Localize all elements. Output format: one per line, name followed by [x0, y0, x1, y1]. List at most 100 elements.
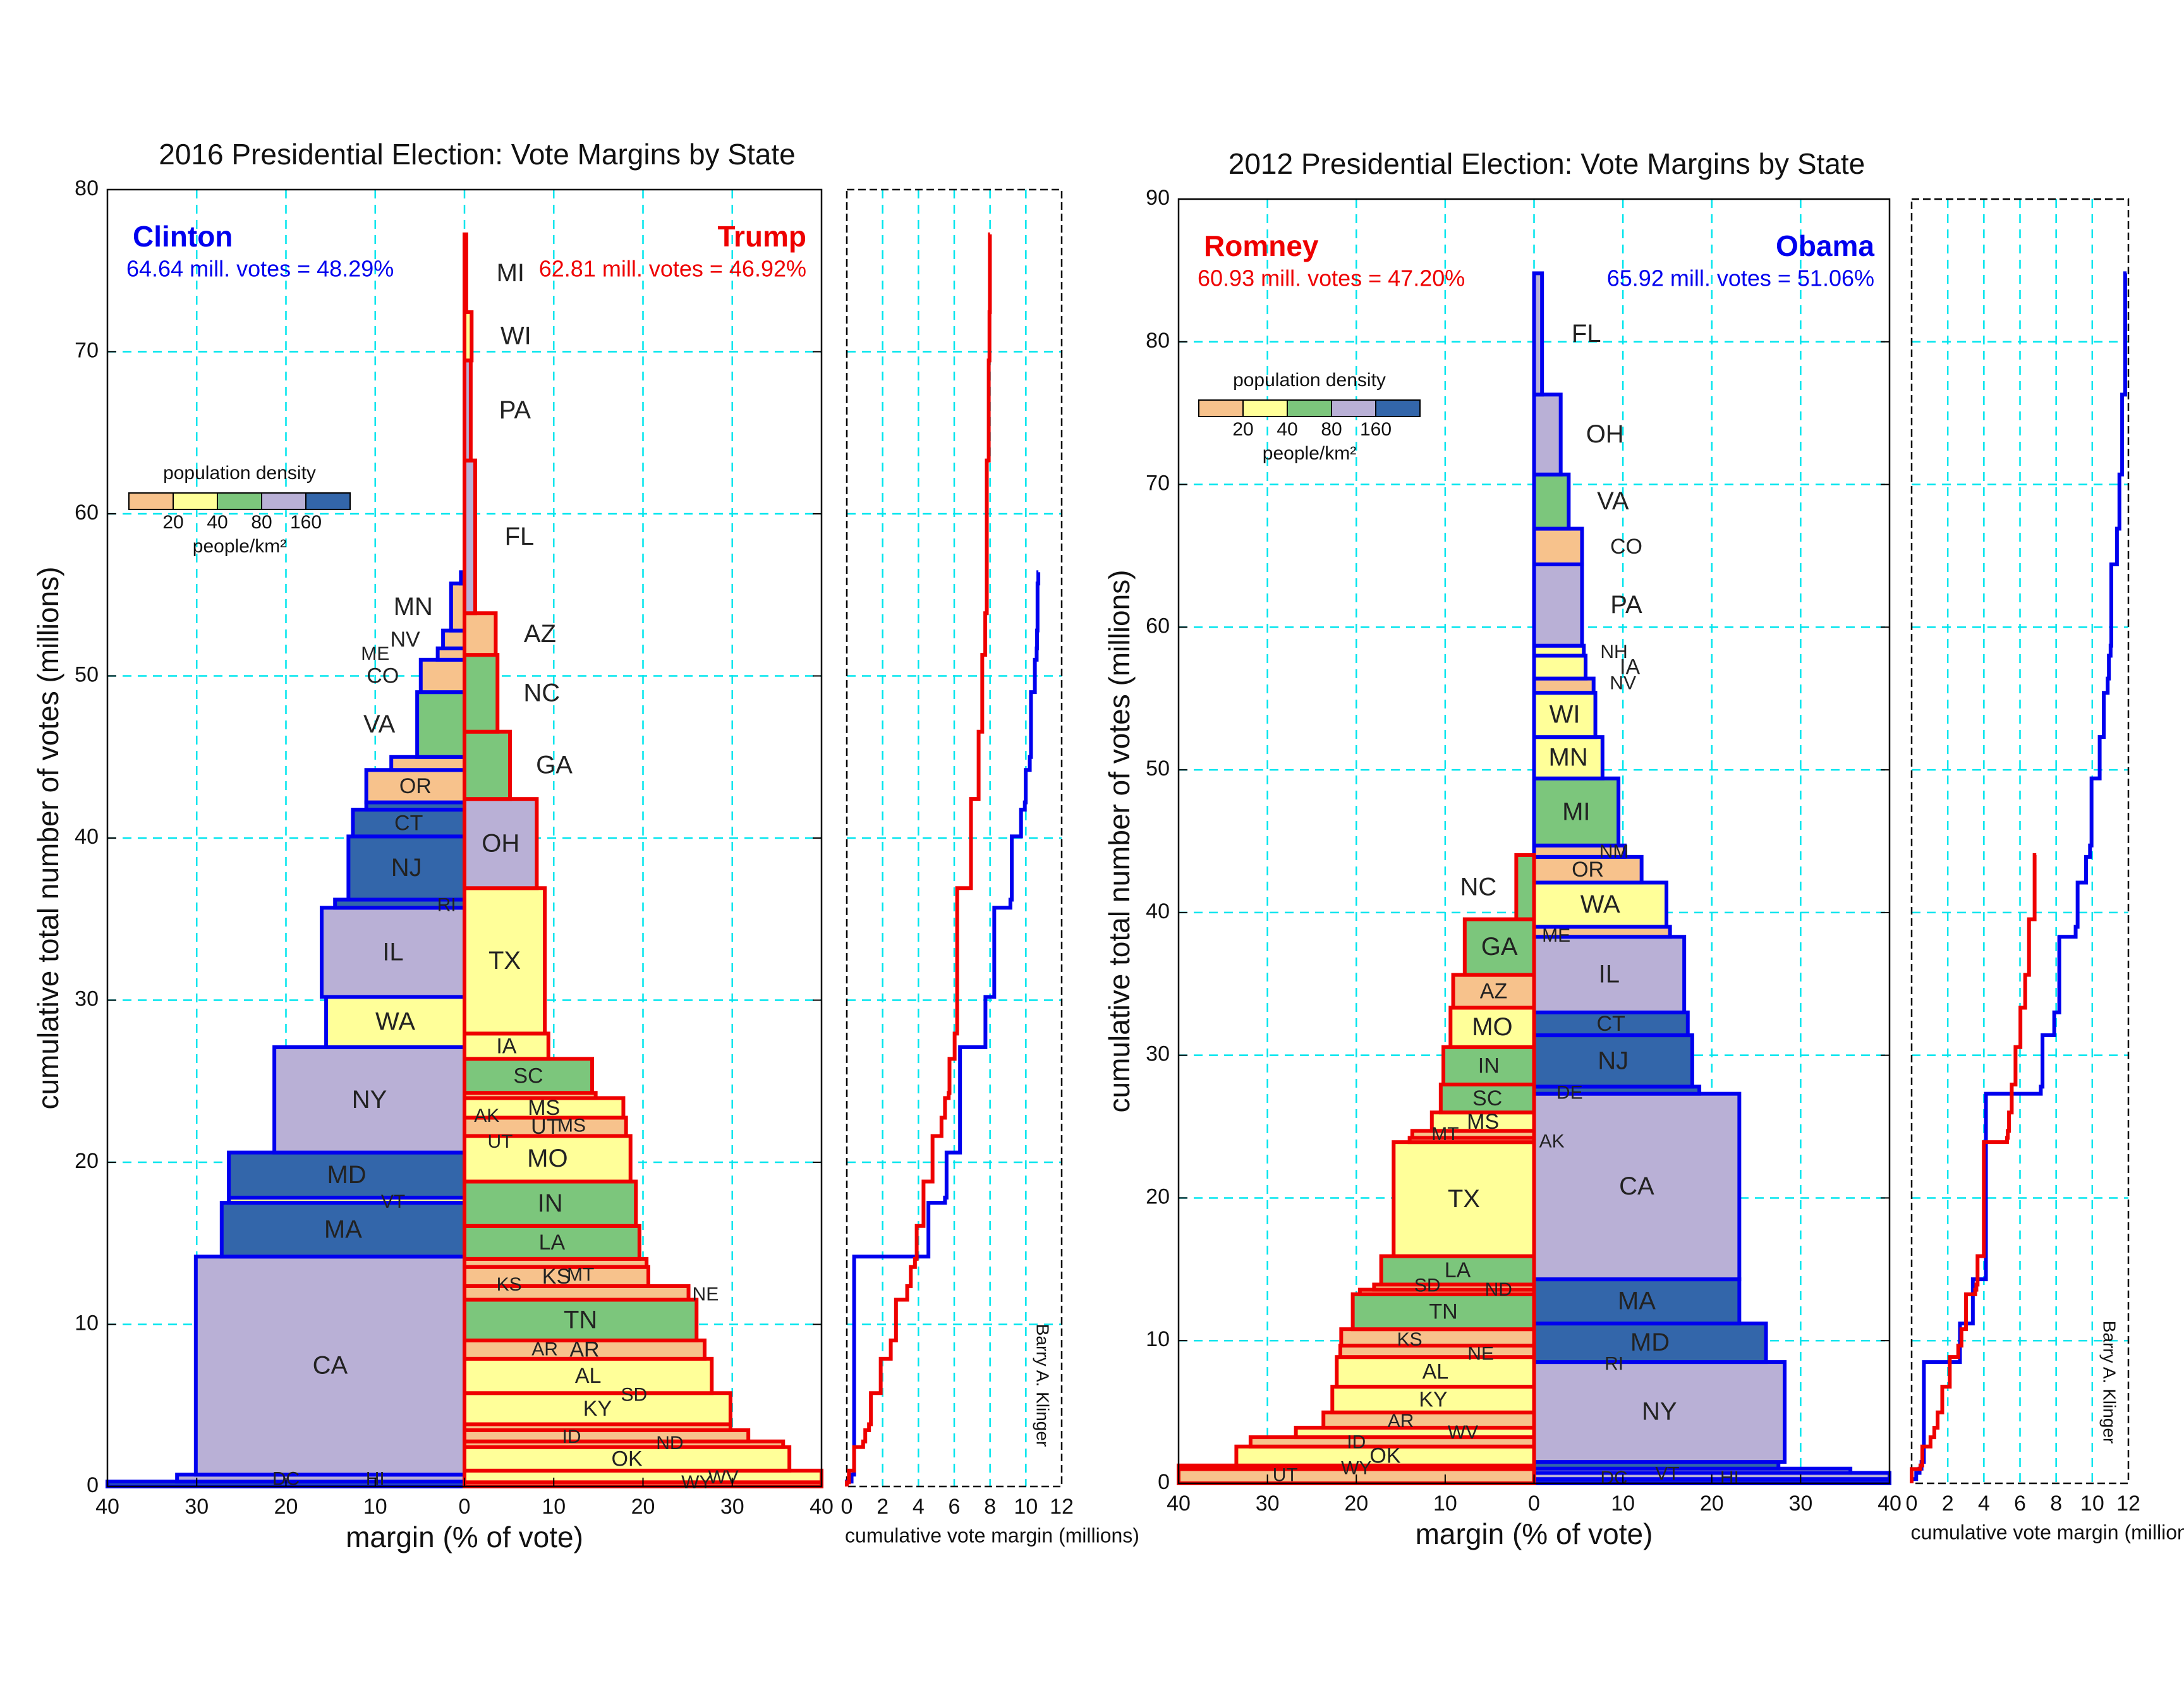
- chart1-state-annotation: UT: [488, 1131, 513, 1152]
- chart2-bar-oh: [1532, 392, 1563, 477]
- chart1-state-label: NV: [390, 628, 420, 652]
- chart1-state-annotation: AR: [531, 1339, 558, 1359]
- chart2-cum-xlabel: cumulative vote margin (millions): [1911, 1521, 2184, 1543]
- chart1-bar-al: [463, 1356, 714, 1395]
- chart1-state-annotation: MT: [567, 1264, 594, 1285]
- chart2-state-annotation: VT: [1655, 1463, 1679, 1484]
- chart1-ytick-label: 30: [75, 987, 99, 1011]
- chart2-state-label: VA: [1597, 487, 1629, 515]
- chart1-state-label: TX: [488, 947, 521, 975]
- chart2-xtick-label: 10: [1611, 1492, 1635, 1516]
- chart2-state-label: KY: [1419, 1387, 1447, 1411]
- chart1-xtick-label: 30: [720, 1495, 744, 1519]
- chart1-ytick-label: 40: [75, 825, 99, 849]
- chart2-state-annotation: ND: [1485, 1279, 1512, 1300]
- chart1-state-label: CO: [367, 664, 399, 688]
- chart2-bar-ks: [1339, 1327, 1536, 1348]
- chart1-bar-ky: [463, 1391, 732, 1426]
- chart2-cum-xtick-label: 12: [2116, 1492, 2140, 1516]
- chart1-cum-plot-frame: [846, 188, 1063, 1488]
- chart2-ytick-label: 90: [1146, 186, 1170, 210]
- chart1-bar-wi: [463, 310, 474, 363]
- chart2-ytick-label: 50: [1146, 757, 1170, 781]
- chart2-state-label: CT: [1596, 1012, 1625, 1036]
- chart2-density-tick: 80: [1321, 419, 1342, 440]
- chart2-state-label: TN: [1429, 1299, 1457, 1323]
- chart1-bar-pa: [463, 358, 473, 463]
- chart1-cum-xtick-label: 10: [1014, 1495, 1038, 1519]
- chart1-bar-ok: [463, 1445, 792, 1473]
- chart1-ytick-label: 0: [87, 1473, 99, 1497]
- chart1-density-swatch: [217, 492, 262, 510]
- chart2-state-annotation: DE: [1556, 1083, 1583, 1103]
- chart1-state-label: IL: [382, 938, 403, 966]
- chart2-cum-xtick-label: 4: [1978, 1492, 1990, 1516]
- chart2-state-label: AL: [1423, 1360, 1449, 1384]
- chart2-cum-plot-frame: [1910, 198, 2130, 1485]
- chart2-bar-co: [1532, 526, 1584, 566]
- chart2-density-unit: people/km²: [1263, 443, 1356, 464]
- chart2-ytick-label: 30: [1146, 1042, 1170, 1066]
- chart1-xtick-label: 10: [542, 1495, 566, 1519]
- chart1-density-tick: 80: [251, 512, 272, 533]
- chart1-state-label: AZ: [524, 620, 556, 648]
- chart2-state-label: PA: [1610, 591, 1642, 619]
- chart1-cum-xtick-label: 2: [877, 1495, 889, 1519]
- chart2-state-label: MI: [1562, 798, 1590, 825]
- chart2-ytick-label: 70: [1146, 471, 1170, 495]
- chart2-bar-ny: [1532, 1360, 1787, 1464]
- chart2-xtick-label: 40: [1167, 1492, 1191, 1516]
- chart1-cum-xtick-label: 8: [984, 1495, 996, 1519]
- chart2-state-annotation: AR: [1388, 1411, 1414, 1432]
- chart1-ylabel: cumulative total number of votes (millio…: [32, 567, 64, 1110]
- chart1-state-label: WI: [500, 322, 531, 350]
- chart1-bar-mn: [449, 581, 466, 633]
- chart1-cum-xlabel: cumulative vote margin (millions): [845, 1524, 1139, 1547]
- chart1-state-label: VA: [363, 710, 396, 738]
- chart2-bar-mo: [1448, 1006, 1536, 1049]
- chart2-left-party-name: Romney: [1204, 229, 1319, 262]
- chart2-bar-in: [1441, 1045, 1536, 1086]
- chart2-bar-tx: [1392, 1140, 1536, 1258]
- chart2-density-tick: 160: [1360, 419, 1392, 440]
- chart2-right-party-votes: 65.92 mill. votes = 51.06%: [1607, 265, 1874, 291]
- chart1-ytick-label: 60: [75, 501, 99, 525]
- chart2-state-annotation: DC: [1600, 1468, 1627, 1488]
- chart1-bar-az: [463, 611, 498, 657]
- chart1-density-tick: 20: [162, 512, 183, 533]
- chart2-xtick-label: 30: [1788, 1492, 1812, 1516]
- chart2-bar-pa: [1532, 562, 1584, 648]
- chart1-cum-line-rep: [845, 232, 992, 1486]
- chart2-cum-xtick-label: 8: [2050, 1492, 2062, 1516]
- chart1-state-annotation: WV: [708, 1467, 738, 1488]
- chart1-xtick-label: 10: [363, 1495, 387, 1519]
- chart1-state-annotation: SD: [621, 1384, 648, 1405]
- chart2-cum-xtick-label: 2: [1942, 1492, 1954, 1516]
- chart2-state-label: NY: [1642, 1398, 1677, 1426]
- chart1-state-annotation: NE: [693, 1284, 719, 1304]
- chart2-state-label: NC: [1460, 873, 1496, 901]
- chart1-cum-line-dem: [845, 570, 1041, 1486]
- chart1-left-party-name: Clinton: [133, 220, 233, 253]
- chart2-state-label: IL: [1599, 961, 1620, 988]
- chart2-state-label: MD: [1630, 1328, 1670, 1356]
- chart1-state-annotation: VT: [381, 1191, 405, 1212]
- chart2-bar-nc: [1514, 853, 1536, 921]
- chart1-density-unit: people/km²: [193, 536, 286, 557]
- chart2-state-label: OH: [1586, 420, 1624, 448]
- chart1-state-label: MN: [394, 593, 433, 621]
- chart2-state-annotation: MT: [1431, 1124, 1459, 1145]
- chart2-state-annotation: NM: [1599, 841, 1629, 862]
- chart2-state-annotation: ME: [1542, 925, 1570, 946]
- chart1-bar-in: [463, 1179, 638, 1228]
- chart1-ytick-label: 50: [75, 662, 99, 686]
- chart2-state-annotation: KS: [1397, 1329, 1423, 1350]
- chart1-bar-tx: [463, 886, 547, 1036]
- chart2-state-label: MO: [1472, 1013, 1512, 1041]
- chart1-state-label: SC: [513, 1064, 543, 1088]
- chart1-ytick-label: 70: [75, 338, 99, 362]
- chart2-state-label: AZ: [1480, 980, 1507, 1004]
- chart1-bar-va: [415, 690, 467, 759]
- chart2-xtick-label: 20: [1344, 1492, 1368, 1516]
